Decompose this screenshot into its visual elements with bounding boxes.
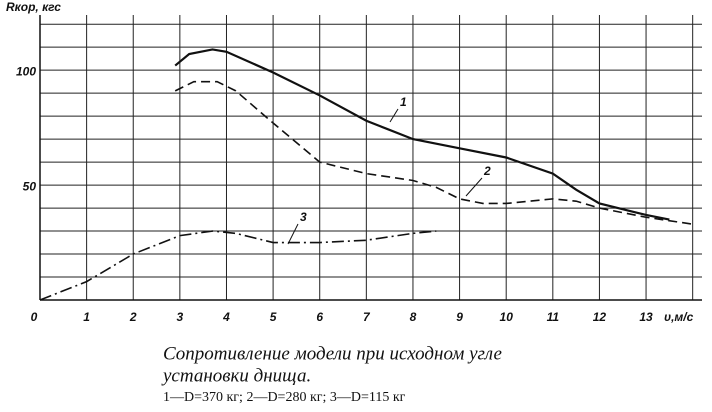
x-tick-label: 1 [83,310,90,324]
y-tick-label: 100 [16,64,36,78]
x-tick-label: 3 [177,310,184,324]
x-tick-label: 4 [222,310,230,324]
x-tick-label: 2 [129,310,137,324]
series-line [174,48,670,221]
x-tick-label: 8 [410,310,417,324]
leader-line [287,223,299,245]
x-tick-label: 13 [639,310,653,324]
series-label: 3 [300,210,307,224]
series-line [174,80,693,225]
series-label: 1 [400,95,407,109]
leader-line [465,177,483,197]
x-tick-label: 7 [363,310,371,324]
caption: Сопротивление модели при исходном угле [163,343,502,364]
x-tick-label: 10 [500,310,514,324]
caption: 1—D=370 кг; 2—D=280 кг; 3—D=115 кг [163,390,406,405]
series-line [39,230,437,301]
x-tick-label: 11 [547,310,560,324]
y-axis-label: Rкор, кгс [6,0,61,14]
x-tick-label: 12 [593,310,607,324]
x-axis-label: υ,м/с [664,310,694,324]
x-tick-label: 6 [316,310,323,324]
series-label: 2 [483,164,491,178]
y-tick-label: 50 [23,179,37,193]
x-tick-label: 5 [270,310,277,324]
x-tick-label: 0 [31,310,38,324]
caption: установки днища. [161,365,311,386]
x-tick-label: 9 [456,310,463,324]
leader-line [389,108,399,123]
